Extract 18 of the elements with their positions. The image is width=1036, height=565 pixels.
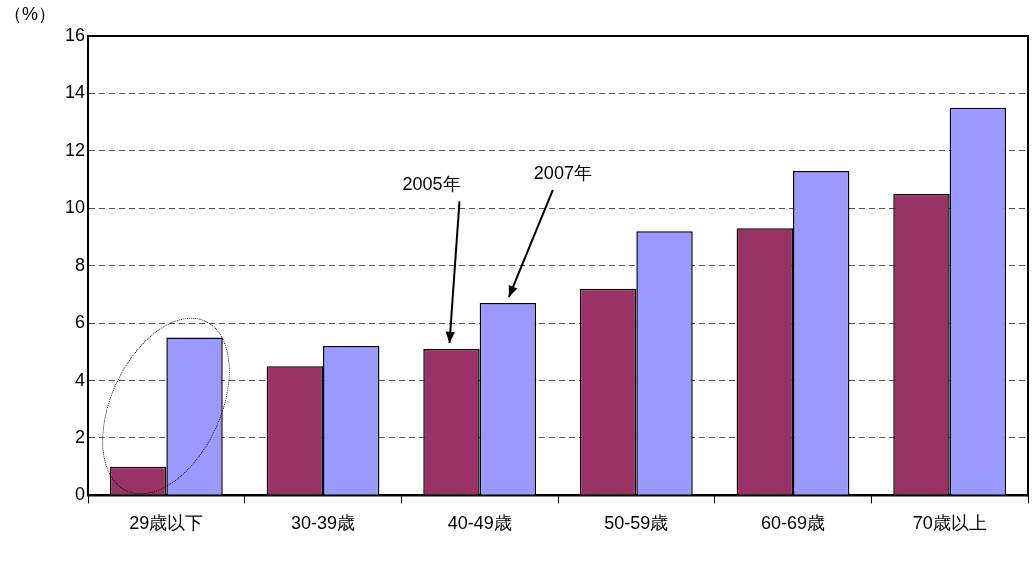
y-tick-label: 4 bbox=[75, 369, 86, 390]
text: 2007年 bbox=[533, 162, 592, 183]
x-tick-label: 30-39歳 bbox=[290, 513, 356, 534]
x-tick-label: 40-49歳 bbox=[447, 513, 512, 534]
text: 2005年 bbox=[402, 174, 461, 195]
y-tick-label: 14 bbox=[64, 82, 86, 103]
x-tick-label: 50-59歳 bbox=[604, 513, 669, 534]
y-tick-label: 10 bbox=[64, 197, 86, 218]
x-tick-label: 60-69歳 bbox=[760, 513, 826, 534]
y-tick-label: 8 bbox=[75, 254, 86, 275]
y-tick-label: 2 bbox=[75, 426, 86, 447]
y-tick-label: 12 bbox=[64, 139, 86, 160]
y-axis-title: （%） bbox=[4, 3, 57, 24]
y-tick-label: 16 bbox=[64, 24, 86, 45]
y-tick-label: 0 bbox=[75, 484, 86, 505]
y-tick-label: 6 bbox=[75, 312, 86, 333]
x-tick-label: 29歳以下 bbox=[129, 513, 204, 534]
x-tick-label: 70歳以上 bbox=[912, 513, 987, 534]
